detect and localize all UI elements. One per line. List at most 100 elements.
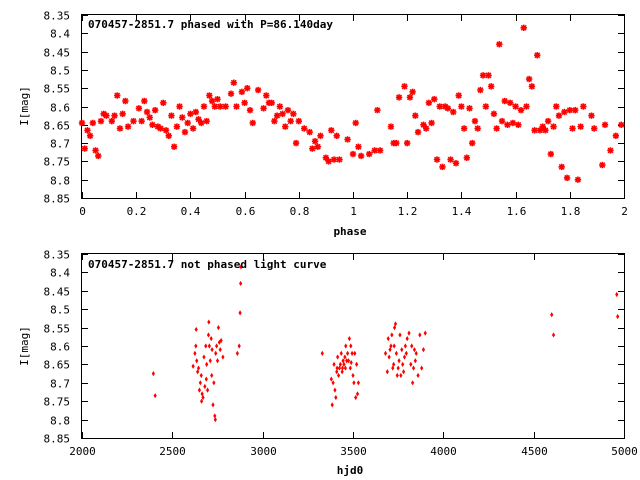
data-point xyxy=(339,350,343,356)
data-point xyxy=(352,380,356,386)
x-tick-label: 1.6 xyxy=(507,205,527,218)
data-point xyxy=(344,136,351,143)
data-point xyxy=(355,391,360,397)
data-point xyxy=(200,398,204,404)
data-point xyxy=(411,380,415,386)
data-point xyxy=(423,330,427,336)
data-point xyxy=(92,147,99,154)
data-point xyxy=(249,119,256,127)
data-point xyxy=(213,417,217,423)
data-point xyxy=(254,86,262,94)
data-point xyxy=(414,128,422,136)
y-tick-label: 8.65 xyxy=(44,359,71,372)
x-tick-labels: 0 0.2 0.4 0.6 0.8 1 1.2 1.4 1.6 1.8 2 xyxy=(79,205,628,218)
data-point xyxy=(354,394,358,401)
y-tick-label: 8.8 xyxy=(50,415,70,428)
data-point xyxy=(198,119,205,127)
data-point xyxy=(352,119,359,127)
data-point xyxy=(246,106,254,114)
data-point xyxy=(618,121,625,128)
data-point xyxy=(95,152,102,160)
data-point xyxy=(517,106,525,114)
data-point xyxy=(590,125,598,132)
data-point xyxy=(512,103,519,110)
unphased-light-curve-plot: 8.358.48.458.58.558.68.658.78.758.88.85 … xyxy=(18,249,638,478)
data-point xyxy=(349,343,353,349)
data-point xyxy=(138,117,145,125)
data-point xyxy=(341,358,345,364)
data-point xyxy=(550,312,554,318)
data-point xyxy=(418,332,422,338)
y-tick-label: 8.75 xyxy=(44,396,71,409)
data-point xyxy=(317,132,324,139)
data-point xyxy=(411,365,416,371)
data-point xyxy=(162,127,170,134)
y-tick-label: 8.75 xyxy=(44,156,71,169)
data-point xyxy=(493,125,500,132)
phased-light-curve-plot: 8.358.48.458.58.558.68.658.78.758.88.85 … xyxy=(18,10,628,239)
data-point xyxy=(355,361,359,367)
data-point xyxy=(542,127,549,134)
data-point xyxy=(151,106,159,114)
data-point xyxy=(191,363,195,369)
data-point xyxy=(238,310,242,316)
data-point xyxy=(394,350,398,356)
data-point xyxy=(89,119,97,127)
data-point xyxy=(329,376,333,382)
data-point xyxy=(170,143,178,150)
data-point xyxy=(201,394,205,401)
data-point xyxy=(336,354,340,360)
data-point xyxy=(271,117,278,125)
data-point xyxy=(340,365,345,371)
data-point xyxy=(376,147,384,154)
data-point xyxy=(447,156,454,163)
data-point xyxy=(207,343,211,349)
data-point xyxy=(409,361,413,367)
x-tick-label: 3000 xyxy=(250,445,277,458)
data-point xyxy=(335,369,339,375)
data-point xyxy=(212,380,216,386)
data-point xyxy=(553,103,560,110)
data-point xyxy=(391,365,395,371)
data-point xyxy=(471,117,479,125)
data-point xyxy=(338,361,342,367)
data-point xyxy=(572,106,579,114)
y-tick-label: 8.5 xyxy=(50,65,70,78)
data-point xyxy=(343,354,347,360)
data-point xyxy=(203,383,207,390)
data-point xyxy=(97,117,105,125)
data-point xyxy=(194,326,198,333)
data-point xyxy=(108,117,116,125)
data-point xyxy=(103,112,110,119)
data-point xyxy=(342,361,346,367)
data-point xyxy=(86,132,94,139)
y-tick-label: 8.85 xyxy=(44,193,71,206)
data-point xyxy=(452,160,460,167)
data-point xyxy=(439,163,446,171)
x-tick-labels: 2000 2500 3000 3500 4000 4500 5000 xyxy=(69,445,638,458)
data-point xyxy=(210,372,214,379)
data-point xyxy=(351,372,355,379)
data-point xyxy=(207,319,211,325)
data-point xyxy=(78,119,86,127)
data-point xyxy=(388,347,392,353)
data-point xyxy=(200,103,208,110)
y-tick-label: 8.4 xyxy=(50,267,70,280)
y-tick-labels: 8.35 8.4 8.45 8.5 8.55 8.6 8.65 8.7 8.75 8.8 8.85 xyxy=(44,10,71,206)
data-point xyxy=(406,94,414,101)
data-point xyxy=(189,125,197,132)
data-point xyxy=(204,376,208,382)
data-point xyxy=(287,117,294,125)
data-point xyxy=(433,156,441,163)
data-point xyxy=(387,354,391,360)
data-point xyxy=(501,97,508,105)
y-tick-label: 8.8 xyxy=(50,175,70,188)
data-point xyxy=(547,150,555,158)
data-point xyxy=(208,97,216,105)
data-point xyxy=(420,365,424,371)
data-point xyxy=(216,325,221,331)
data-point xyxy=(531,127,538,134)
data-point xyxy=(214,95,221,103)
x-tick-label: 2 xyxy=(621,205,628,218)
x-tick-label: 4500 xyxy=(521,445,548,458)
